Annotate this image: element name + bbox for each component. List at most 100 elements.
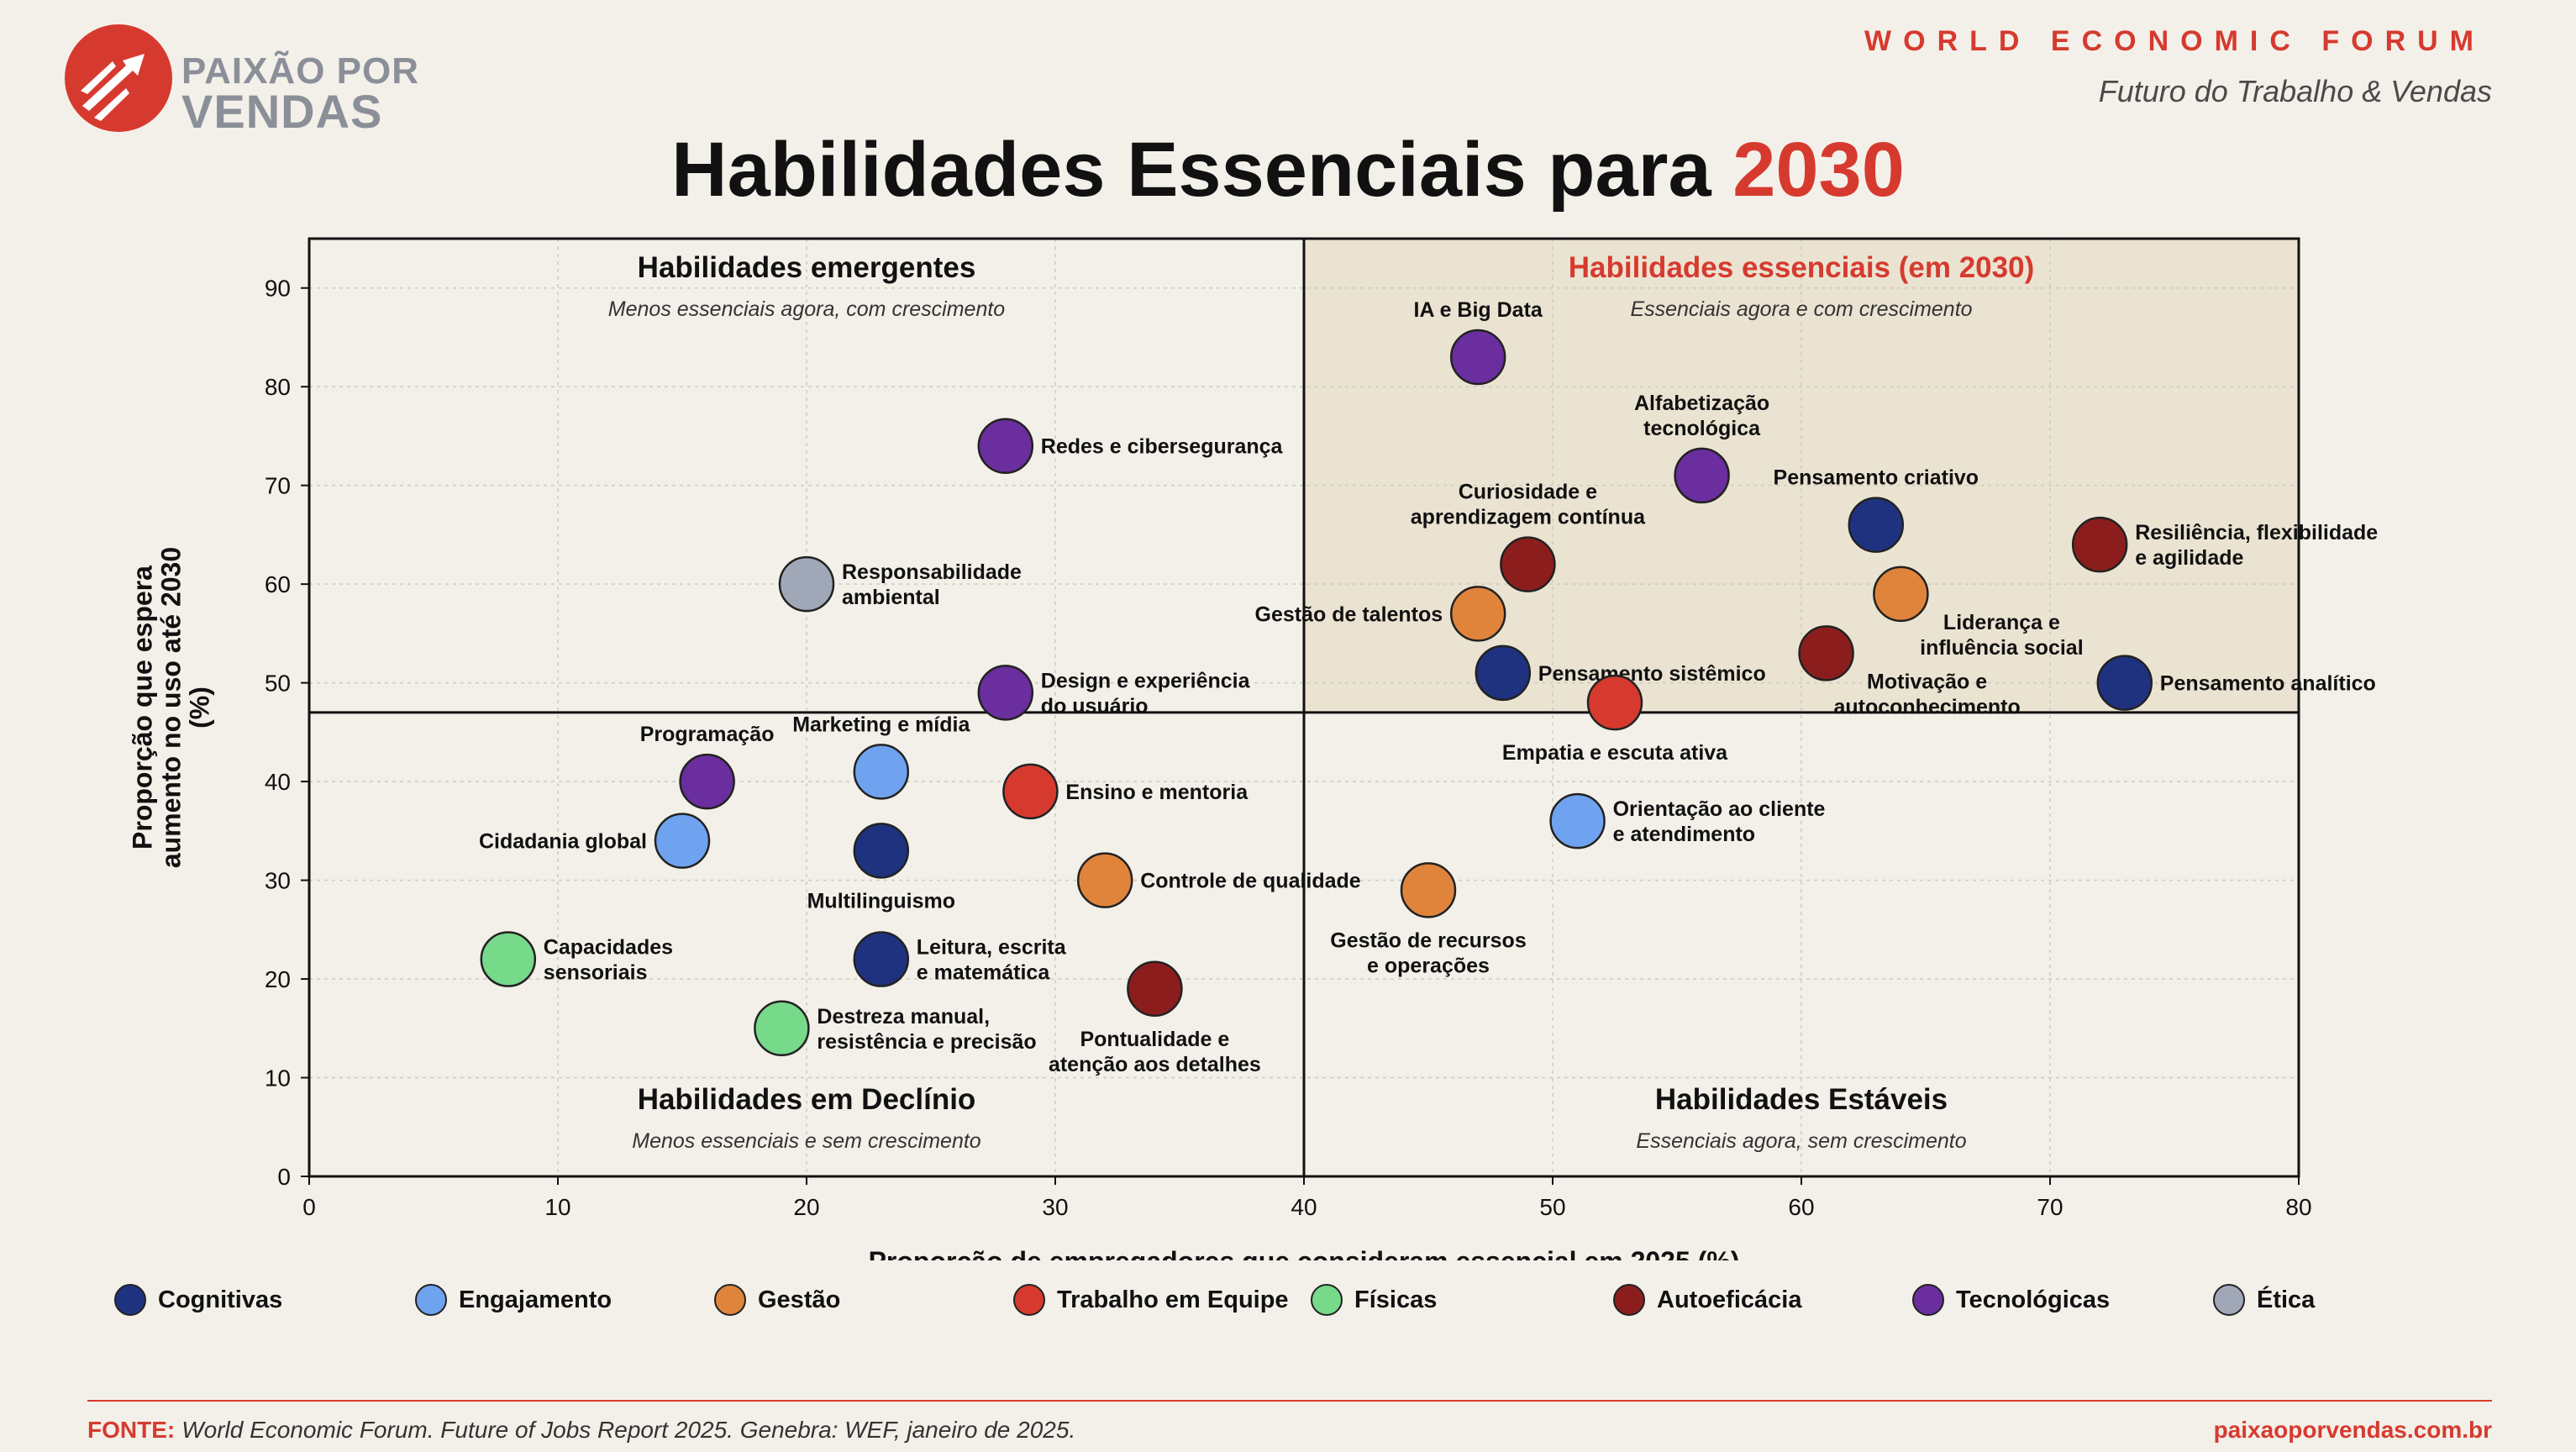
data-point [1449,586,1506,642]
data-point [1449,329,1506,386]
data-point [1400,862,1457,918]
data-label: Pontualidade e [1080,1028,1229,1051]
quadrant-subtitle: Menos essenciais agora, com crescimento [608,297,1006,321]
data-label: Leitura, escrita [917,936,1067,960]
quadrant-title: Habilidades em Declínio [638,1083,976,1116]
logo-text-line1: PAIXÃO POR [181,50,420,92]
quadrant-title: Habilidades Estáveis [1655,1083,1948,1116]
footer-divider [87,1400,2492,1402]
source-label: FONTE: [87,1417,176,1443]
data-label: Cidadania global [479,830,647,854]
x-tick-label: 40 [1291,1194,1317,1220]
data-point [1798,625,1854,681]
data-point [853,823,910,879]
x-tick-label: 70 [2037,1194,2063,1220]
data-label: Destreza manual, [817,1005,990,1028]
x-tick-label: 10 [544,1194,570,1220]
x-tick-label: 60 [1788,1194,1814,1220]
legend-label: Físicas [1354,1286,1438,1313]
y-tick-label: 70 [265,473,291,499]
y-tick-label: 0 [277,1164,291,1190]
legend-item: Trabalho em Equipe [1013,1279,1289,1321]
legend-item: Tecnológicas [1912,1279,2110,1321]
skills-scatter-chart: 0 10 20 30 40 50 60 70 80 0 10 20 30 40 50 60 70 80 90 Prop… [127,237,2378,1260]
y-tick-label: 20 [265,966,291,992]
data-label: Redes e cibersegurança [1041,435,1284,459]
y-tick-label: 50 [265,671,291,697]
quadrant-title: Habilidades essenciais (em 2030) [1569,251,2034,284]
page-title: Habilidades Essenciais para 2030 [0,126,2576,214]
data-point [1674,447,1730,504]
data-label: Motivação e [1867,670,1987,693]
y-tick-label: 30 [265,868,291,894]
legend-label: Trabalho em Equipe [1057,1286,1289,1313]
data-label: e operações [1367,954,1490,977]
data-point [1076,852,1133,908]
data-label: Capacidades [544,936,673,960]
data-label: Multilinguismo [807,889,955,913]
data-label: Gestão de recursos [1330,929,1526,952]
y-tick-label: 40 [265,769,291,795]
quadrant-subtitle: Essenciais agora, sem crescimento [1636,1129,1966,1153]
data-point [853,931,910,987]
data-point [1475,644,1532,702]
data-point [977,418,1034,474]
x-axis-label: Proporção de empregadores que consideram… [869,1246,1740,1260]
quadrant-subtitle: Menos essenciais e sem crescimento [632,1129,981,1153]
legend-swatch [714,1284,746,1316]
data-point [1848,497,1905,553]
data-point [778,555,835,613]
data-label: Empatia e escuta ativa [1502,741,1728,765]
legend-label: Gestão [758,1286,841,1313]
data-label: e atendimento [1613,823,1755,846]
y-tick-label: 10 [265,1065,291,1092]
source-text: World Economic Forum. Future of Jobs Rep… [181,1417,1076,1443]
data-label: Design e experiência [1041,669,1251,692]
data-label: tecnológica [1643,417,1761,440]
data-label: Controle de qualidade [1140,870,1361,893]
y-axis-label: (%) [184,687,214,729]
data-point [1002,763,1059,820]
data-point [1586,674,1643,731]
data-label: Programação [640,723,775,746]
legend-item: Autoeficácia [1613,1279,1801,1321]
data-label: influência social [1920,636,2084,660]
data-label: aprendizagem contínua [1411,506,1646,529]
chart-legend: Cognitivas Engajamento Gestão Trabalho em E… [114,1279,2467,1321]
data-label: resistência e precisão [817,1030,1036,1054]
footer-site-link[interactable]: paixaoporvendas.com.br [2213,1417,2492,1443]
data-point [2071,516,2128,573]
y-tick-label: 60 [265,571,291,597]
legend-swatch [2213,1284,2245,1316]
data-label: sensoriais [544,961,648,985]
data-point [654,813,711,869]
data-label: Alfabetização [1634,392,1769,415]
data-label: e agilidade [2135,546,2243,570]
data-label: Liderança e [1943,611,2060,634]
title-main: Habilidades Essenciais para [671,127,1733,213]
data-point [1549,792,1606,850]
legend-label: Cognitivas [158,1286,283,1313]
legend-label: Autoeficácia [1657,1286,1802,1313]
y-tick-label: 90 [265,276,291,302]
quadrant-subtitle: Essenciais agora e com crescimento [1630,297,1972,321]
data-point [977,665,1034,721]
legend-swatch [1013,1284,1045,1316]
data-label: IA e Big Data [1414,298,1543,322]
data-label: Responsabilidade [842,560,1022,584]
legend-item: Engajamento [415,1279,612,1321]
data-label: e matemática [917,961,1051,985]
legend-swatch [114,1284,146,1316]
legend-swatch [1613,1284,1645,1316]
data-label: Pensamento criativo [1774,466,1979,490]
x-tick-label: 0 [302,1194,316,1220]
legend-swatch [1311,1284,1343,1316]
y-tick-label: 80 [265,374,291,400]
x-tick-label: 30 [1042,1194,1068,1220]
x-tick-label: 20 [793,1194,819,1220]
logo-text-line2: VENDAS [181,85,383,138]
data-label: Orientação ao cliente [1613,797,1826,821]
data-label: Curiosidade e [1459,481,1597,504]
legend-item: Gestão [714,1279,840,1321]
legend-label: Engajamento [459,1286,612,1313]
